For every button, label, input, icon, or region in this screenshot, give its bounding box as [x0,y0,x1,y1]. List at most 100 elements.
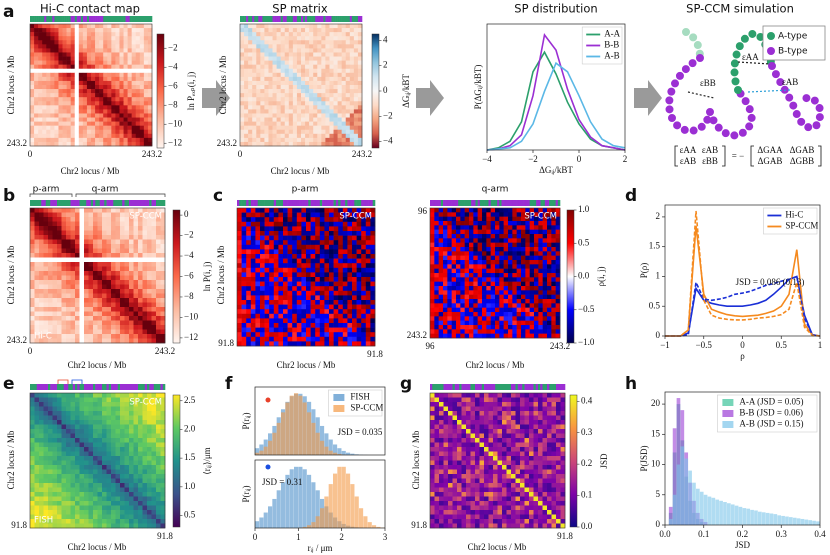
heatmap-cell [456,251,461,256]
heatmap-cell [516,238,522,243]
heatmap-cell [292,231,298,236]
heatmap-cell [338,272,344,278]
heatmap-cell [356,235,362,241]
heatmap-cell [97,316,103,321]
heatmap-cell [264,267,270,273]
heatmap-cell [272,101,277,106]
heatmap-cell [260,313,265,319]
heatmap-cell [103,97,108,102]
heatmap-cell [269,277,275,282]
heatmap-cell [115,60,120,65]
arrow [202,80,230,116]
heatmap-cell [542,225,548,230]
heatmap-cell [246,217,252,223]
heatmap-cell [321,24,326,29]
heatmap-cell [70,24,76,29]
heatmap-cell [156,230,161,236]
heatmap-cell [103,117,108,122]
heatmap-cell [260,258,265,264]
heatmap-cell [129,257,134,263]
heatmap-cell [34,32,39,37]
heatmap-cell [106,284,112,290]
heatmap-cell [82,44,88,49]
heatmap-cell [246,231,252,236]
heatmap-cell [306,318,311,324]
heatmap-cell [75,325,80,330]
heatmap-cell [477,255,483,261]
heatmap-cell [324,263,330,269]
heatmap-cell [138,266,143,272]
heatmap-cell [244,97,249,102]
tick-label: 243.2 [142,149,162,159]
heatmap-cell [42,129,47,135]
heatmap-cell [50,93,55,98]
heatmap-cell [57,257,62,263]
heatmap-cell [503,299,509,304]
heatmap-cell [451,229,457,235]
heatmap-cell [268,32,273,37]
heatmap-cell [352,221,357,227]
heatmap-cell [273,226,279,232]
heatmap-cell [292,208,298,213]
heatmap-cell [301,109,306,114]
heatmap-cell [268,113,273,118]
heatmap-cell [38,133,43,139]
heatmap-cell [91,24,96,29]
heatmap-cell [313,72,318,78]
heatmap-cell [43,253,49,258]
heatmap-cell [120,329,125,335]
heatmap-cell [264,28,269,33]
heatmap-cell [57,239,62,245]
heatmap-cell [503,242,509,248]
heatmap-cell [246,323,252,328]
heatmap-cell [333,272,339,278]
heatmap-cell [313,129,318,135]
heatmap-cell [447,251,452,256]
heatmap-cell [248,113,253,118]
heatmap-cell [106,338,112,344]
axis-label: Chr2 locus / Mb [6,245,16,304]
compartment-bar [260,16,263,22]
heatmap-cell [272,28,277,33]
heatmap-cell [456,320,461,326]
heatmap-cell [99,60,104,65]
heatmap-cell [443,268,448,274]
compartment-bar [354,200,357,206]
heatmap-cell [115,325,121,330]
heatmap-cell [93,266,98,272]
heatmap-cell [347,332,353,338]
heatmap-cell [34,24,39,29]
heatmap-cell [103,76,108,82]
heatmap-cell [79,262,85,267]
heatmap-cell [352,226,357,232]
heatmap-cell [123,85,128,90]
heatmap-cell [516,229,522,235]
heatmap-cell [287,226,293,232]
heatmap-cell [268,60,273,65]
heatmap-cell [107,76,112,82]
heatmap-cell [283,208,288,213]
heatmap-cell [490,307,496,313]
heatmap-cell [499,273,504,278]
heatmap-cell [443,273,448,278]
heatmap-cell [495,255,500,261]
heatmap-cell [160,266,166,272]
heatmap-cell [133,262,139,267]
compartment-bar [276,200,279,206]
heatmap-cell [337,129,342,135]
heatmap-cell [48,289,53,294]
heatmap-cell [272,133,277,139]
heatmap-cell [329,28,334,33]
tick-label: 243.2 [7,335,27,345]
heatmap-cell [365,290,371,296]
heatmap-cell [345,44,351,49]
heatmap-cell [272,129,277,135]
heatmap-cell [482,312,487,317]
heatmap-cell [244,85,249,90]
compartment-bar [50,384,53,390]
heatmap-cell [39,338,44,344]
heatmap-cell [30,24,35,29]
compartment-bar [135,16,139,22]
heatmap-cell [321,76,326,82]
heatmap-cell [62,85,67,90]
